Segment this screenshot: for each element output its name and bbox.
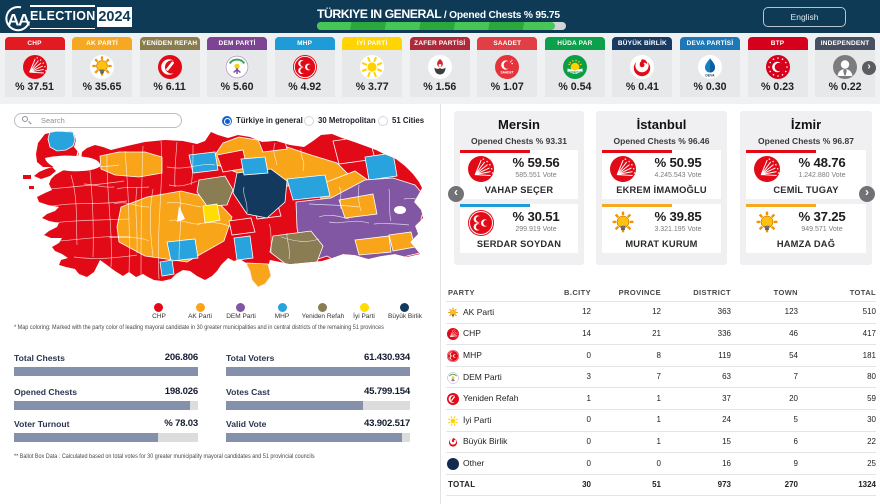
svg-text:HÜDA PAR: HÜDA PAR (568, 69, 582, 74)
svg-text:DEVA: DEVA (705, 74, 715, 78)
svg-text:AA: AA (7, 11, 30, 30)
svg-text:SAADET: SAADET (501, 71, 514, 75)
